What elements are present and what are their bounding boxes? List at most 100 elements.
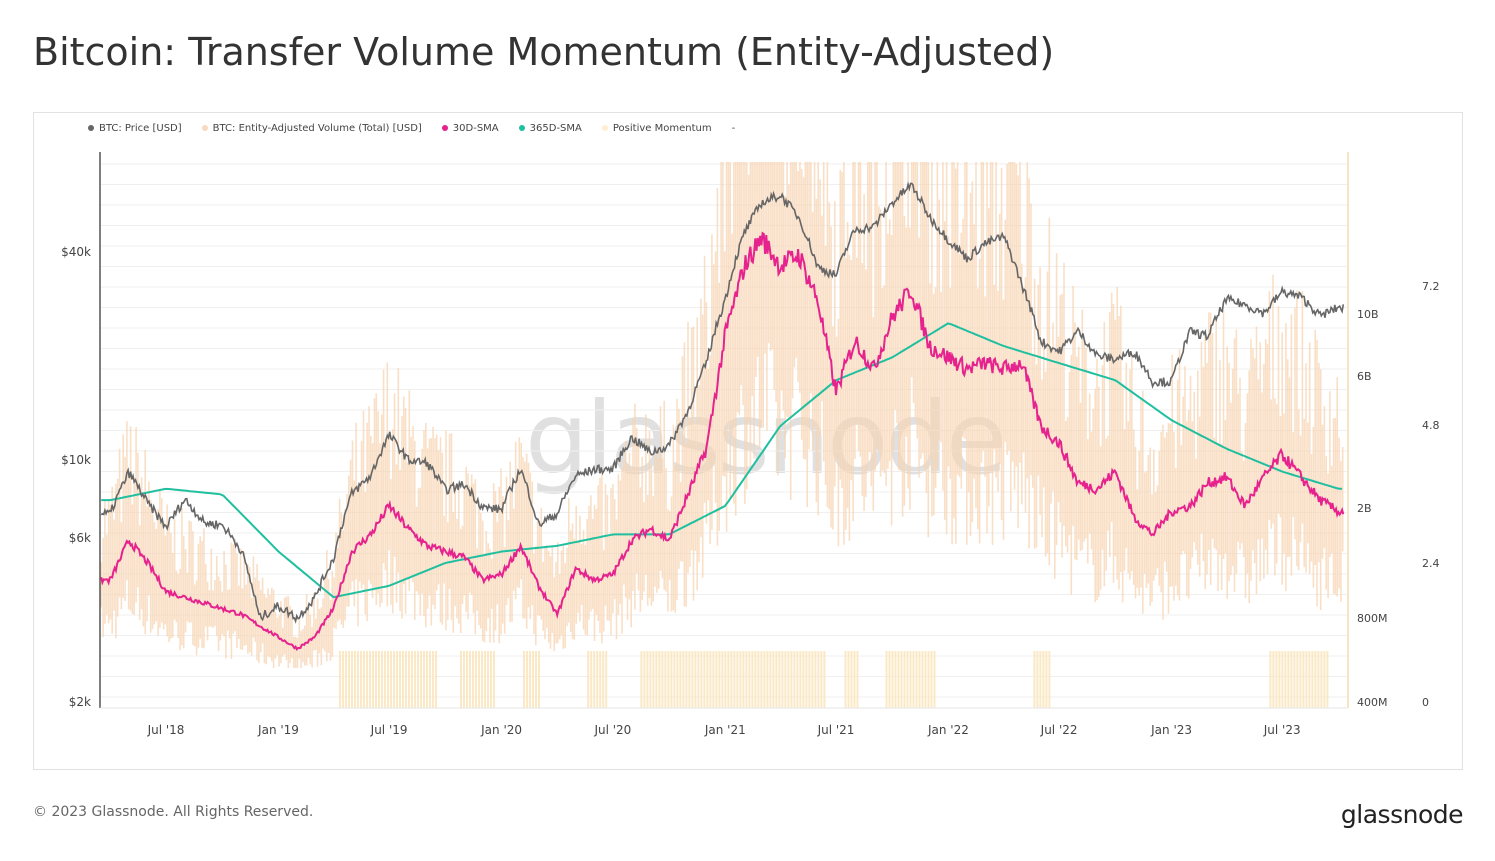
positive-momentum-bar (802, 651, 805, 708)
series-line-price (100, 181, 1345, 624)
legend-item-positive-momentum[interactable]: Positive Momentum (601, 123, 712, 134)
positive-momentum-bar (796, 651, 799, 708)
positive-momentum-bar (1296, 651, 1299, 708)
positive-momentum-bar (781, 651, 784, 708)
positive-momentum-bar (733, 651, 736, 708)
positive-momentum-bar (432, 651, 434, 708)
positive-momentum-bar (381, 651, 383, 708)
positive-momentum-bar (360, 651, 362, 708)
series-line-365d-sma (101, 322, 1343, 599)
price-tick-label: $40k (61, 245, 91, 259)
positive-momentum-bar (700, 651, 703, 708)
positive-momentum-bar (402, 651, 404, 708)
positive-momentum-bar (529, 651, 531, 708)
positive-momentum-bar (387, 651, 389, 708)
positive-momentum-bar (915, 651, 918, 708)
x-tick-label: Jul '18 (147, 723, 185, 737)
positive-momentum-bar (405, 651, 407, 708)
positive-momentum-bar (664, 651, 667, 708)
x-tick-label: Jan '23 (1150, 723, 1192, 737)
chart-panel (33, 112, 1463, 770)
positive-momentum-bar (751, 651, 754, 708)
positive-momentum-bar (535, 651, 537, 708)
positive-momentum-bar (715, 651, 718, 708)
positive-momentum-bar (757, 651, 760, 708)
legend-dot-price (88, 125, 94, 131)
positive-momentum-bar (1045, 651, 1048, 708)
positive-momentum-bar (888, 651, 891, 708)
positive-momentum-bar (658, 651, 661, 708)
positive-momentum-bar (1036, 651, 1039, 708)
positive-momentum-bar (739, 651, 742, 708)
positive-momentum-bar (742, 651, 745, 708)
positive-momentum-bar (493, 651, 495, 708)
positive-momentum-bar (363, 651, 365, 708)
positive-momentum-bar (420, 651, 422, 708)
positive-momentum-bar (912, 651, 915, 708)
positive-momentum-bar (766, 651, 769, 708)
legend-item-volume[interactable]: BTC: Entity-Adjusted Volume (Total) [USD… (201, 123, 422, 134)
positive-momentum-bar (754, 651, 757, 708)
price-tick-label: $2k (69, 695, 91, 709)
positive-momentum-bar (703, 651, 706, 708)
positive-momentum-bar (1290, 651, 1293, 708)
legend-item-dash[interactable]: - (732, 123, 736, 134)
series-line-30d-sma (100, 231, 1345, 652)
positive-momentum-bar (694, 651, 697, 708)
positive-momentum-bar (897, 651, 900, 708)
positive-momentum-bar (778, 651, 781, 708)
positive-momentum-bar (523, 651, 525, 708)
positive-momentum-bar (1281, 651, 1284, 708)
positive-momentum-bar (811, 651, 814, 708)
x-tick-label: Jan '22 (927, 723, 969, 737)
positive-momentum-bar (894, 651, 897, 708)
positive-momentum-bar (787, 651, 790, 708)
positive-momentum-bar (1326, 651, 1329, 708)
positive-momentum-bar (378, 651, 380, 708)
positive-momentum-bar (670, 651, 673, 708)
positive-momentum-bar (1299, 651, 1302, 708)
price-tick-label: $6k (69, 531, 91, 545)
legend-item-price[interactable]: BTC: Price [USD] (88, 123, 182, 134)
legend-item-30d-sma[interactable]: 30D-SMA (441, 123, 499, 134)
positive-momentum-bar (667, 651, 670, 708)
copyright: © 2023 Glassnode. All Rights Reserved. (33, 804, 314, 820)
axes (99, 152, 1349, 709)
legend-item-365d-sma[interactable]: 365D-SMA (518, 123, 582, 134)
positive-momentum-bar (526, 651, 528, 708)
legend: BTC: Price [USD] BTC: Entity-Adjusted Vo… (88, 120, 755, 136)
positive-momentum-bar (1269, 651, 1272, 708)
positive-momentum-bar (805, 651, 808, 708)
positive-momentum-bar (900, 651, 903, 708)
positive-momentum-bar (393, 651, 395, 708)
positive-momentum-bar (760, 651, 763, 708)
chart-title: Bitcoin: Transfer Volume Momentum (Entit… (33, 30, 1055, 74)
positive-momentum-bar (372, 651, 374, 708)
positive-momentum-bar (891, 651, 894, 708)
positive-momentum-bar (478, 651, 480, 708)
series-lines (100, 181, 1345, 652)
positive-momentum-bar (599, 651, 602, 708)
positive-momentum-bar (727, 651, 730, 708)
positive-momentum-bar (484, 651, 486, 708)
positive-momentum-bar (921, 651, 924, 708)
brand-logo: glassnode (1340, 800, 1464, 829)
positive-momentum-bar (685, 651, 688, 708)
positive-momentum-bar (676, 651, 679, 708)
positive-momentum-bar (709, 651, 712, 708)
positive-momentum-bar (844, 651, 847, 708)
positive-momentum-bar (745, 651, 748, 708)
positive-momentum-bar (930, 651, 933, 708)
positive-momentum-bar (924, 651, 927, 708)
positive-momentum-bar (853, 651, 856, 708)
legend-label-price: BTC: Price [USD] (99, 122, 182, 134)
momentum-tick-label: 4.8 (1422, 419, 1440, 432)
positive-momentum-bar (712, 651, 715, 708)
positive-momentum-bar (784, 651, 787, 708)
positive-momentum-bar (640, 651, 643, 708)
positive-momentum-bar (587, 651, 590, 708)
legend-dot-volume (201, 125, 208, 131)
positive-momentum-bar (772, 651, 775, 708)
positive-momentum-bar (490, 651, 492, 708)
